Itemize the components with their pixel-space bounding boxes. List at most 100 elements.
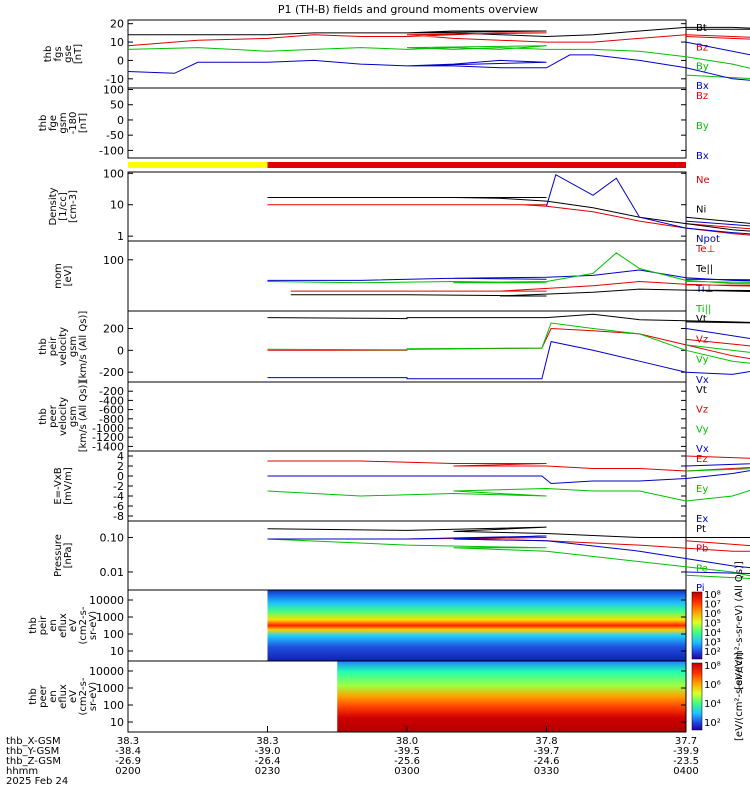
colorbar-tick-label: 10⁵ — [704, 619, 721, 630]
y-tick-label: -1000 — [92, 422, 124, 435]
y-axis-label: thb — [38, 115, 49, 132]
y-tick-label: 0 — [117, 114, 124, 127]
legend-entry: Vy — [696, 355, 709, 366]
series-line-pt — [267, 526, 750, 538]
y-axis-label: Density — [48, 187, 59, 225]
series-line-ex — [267, 463, 750, 485]
panel-frame — [127, 240, 687, 312]
x-tick-label: 0200 — [115, 766, 140, 777]
y-axis-label: [nPa] — [63, 542, 74, 568]
y-axis-label: sr-eV) — [88, 611, 99, 640]
x-tick-label: -38.4 — [115, 746, 141, 757]
legend-entry: Ex — [696, 514, 708, 525]
x-tick-label: -39.0 — [255, 746, 281, 757]
y-axis-label: gsm — [58, 112, 69, 133]
y-tick-label: -2 — [113, 480, 124, 493]
legend-entry: Pt — [696, 524, 706, 535]
y-tick-label: 100 — [103, 167, 124, 180]
chart-title: P1 (TH-B) fields and ground moments over… — [278, 3, 538, 16]
y-axis-label: fge — [48, 115, 59, 131]
y-tick-label: -200 — [99, 385, 124, 398]
y-tick-label: -200 — [99, 366, 124, 379]
x-tick-label: 0400 — [673, 766, 698, 777]
colorbar-tick-label: 10⁶ — [704, 609, 721, 620]
y-axis-label: thb — [38, 408, 49, 425]
legend-entry: Npot — [696, 234, 720, 245]
legend-entry: Vz — [696, 405, 708, 416]
panel-frame — [127, 450, 687, 522]
x-tick-label: -26.9 — [115, 756, 141, 767]
x-tick-label: 0300 — [394, 766, 419, 777]
panel-2 — [128, 162, 686, 168]
y-tick-label: 2 — [117, 460, 124, 473]
panel-frame — [127, 171, 687, 242]
panel-frame — [127, 19, 687, 89]
y-tick-label: 50 — [110, 99, 124, 112]
panel-10: 10⁸ 10⁶ 10⁴ 10² [eV/(cm²-s-sr-eV)] 10000 1000 1… — [28, 652, 745, 741]
y-tick-label: -4 — [113, 490, 124, 503]
colorbar-tick-label: 10³ — [704, 638, 721, 649]
y-tick-label: -8 — [113, 510, 124, 523]
y-axis-label: [mV/m] — [63, 467, 74, 505]
panel-frame — [127, 381, 687, 452]
y-axis-label: gsm — [68, 406, 79, 427]
y-axis-label: gsm — [68, 336, 79, 357]
legend-entry: Bx — [696, 151, 709, 162]
legend-entry: Vy — [696, 424, 709, 435]
y-axis-label: mom — [53, 263, 64, 289]
series-line-pb — [267, 537, 750, 552]
legend-entry: Ni — [696, 205, 706, 216]
x-tick-label: -24.6 — [534, 756, 560, 767]
y-tick-label: 10000 — [89, 665, 124, 678]
series-line-bt — [128, 26, 750, 38]
y-axis-label: [1/cc] — [58, 192, 69, 221]
y-tick-label: -6 — [113, 500, 124, 513]
y-axis-label: eV — [68, 690, 79, 703]
y-axis-label: E=-VxB — [53, 467, 64, 504]
y-tick-label: 0 — [117, 470, 124, 483]
y-axis-label: peir — [48, 336, 59, 356]
y-axis-label: sr-eV) — [88, 682, 99, 711]
x-tick-label: -39.7 — [534, 746, 560, 757]
series-line-pe — [267, 538, 750, 580]
y-axis-label: en — [48, 619, 59, 632]
legend-entry: Vz — [696, 334, 708, 345]
panel-0: 20 10 0 -10 thb fgs gse [nT] Bt Bz By Bx — [43, 18, 750, 92]
series-line-by — [127, 45, 750, 79]
panel-frame — [127, 520, 687, 591]
legend-entry: Bz — [696, 91, 708, 102]
legend-entry: Vt — [696, 314, 707, 325]
y-tick-label: 10000 — [89, 594, 124, 607]
series-line-vx — [267, 328, 750, 380]
y-tick-label: 0 — [117, 344, 124, 357]
series-line-ey — [267, 468, 750, 502]
legend-entry: Pi — [696, 583, 705, 594]
series-line-pi — [267, 535, 750, 575]
series-line-vt — [267, 313, 750, 324]
y-axis-label: (cm2-s- — [78, 606, 89, 644]
colorbar-tick-label: 10⁸ — [704, 661, 721, 672]
series-line-te — [290, 288, 750, 297]
y-tick-label: 1000 — [96, 611, 124, 624]
x-tick-label: -23.5 — [673, 756, 699, 767]
y-axis-label: en — [48, 690, 59, 703]
y-axis-label: peer — [38, 684, 49, 708]
series-line-te — [290, 280, 750, 292]
y-axis-label: peer — [48, 404, 59, 428]
x-axis-row-label: thb_Z-GSM — [6, 756, 61, 767]
y-axis-label: velocity — [58, 397, 69, 436]
colorbar-tick-label: 10⁷ — [704, 600, 721, 611]
y-tick-label: 10 — [110, 645, 124, 658]
legend-entry: Te⊥ — [695, 244, 715, 255]
x-tick-label: 37.7 — [675, 736, 697, 747]
y-tick-label: 100 — [103, 84, 124, 97]
series-line-npot — [546, 173, 750, 235]
y-tick-label: 200 — [103, 322, 124, 335]
colorbar-tick-label: 10⁴ — [704, 699, 721, 710]
colorbar-tick-label: 10² — [704, 718, 721, 729]
x-tick-label: 38.3 — [256, 736, 278, 747]
legend-entry: Ti⊥ — [695, 284, 713, 295]
series-line-vy — [267, 322, 750, 364]
y-tick-label: 0.10 — [100, 531, 125, 544]
